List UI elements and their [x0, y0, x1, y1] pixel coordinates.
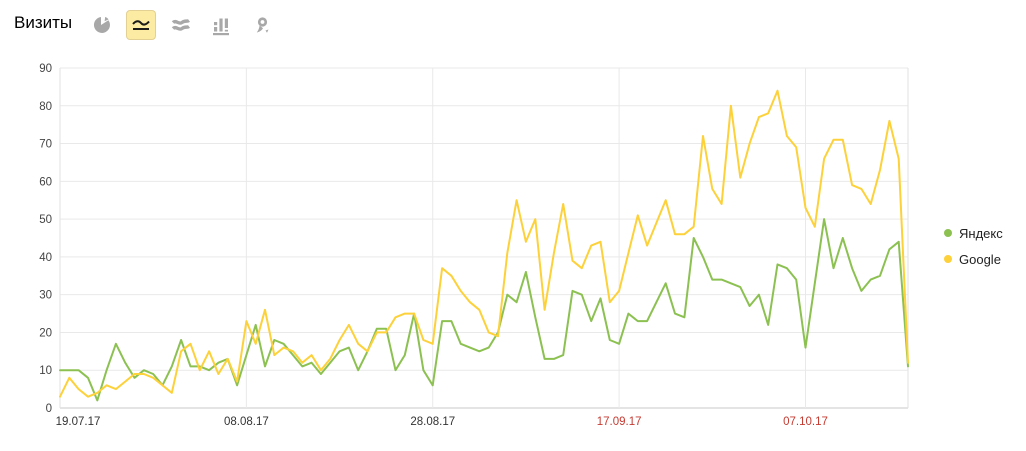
x-tick-label: 08.08.17 — [224, 416, 269, 428]
series-line-Google — [59, 89, 909, 398]
y-tick-label: 0 — [46, 403, 52, 415]
y-tick-label: 30 — [39, 290, 52, 302]
y-tick-label: 70 — [39, 139, 52, 151]
google-series-dot — [944, 255, 952, 263]
legend-label: Яндекс — [959, 225, 1003, 241]
y-tick-label: 20 — [39, 327, 52, 339]
line-chart-button[interactable] — [126, 10, 156, 40]
x-tick-label: 17.09.17 — [597, 416, 642, 428]
pie-chart-button[interactable] — [86, 10, 116, 40]
y-tick-label: 10 — [39, 365, 52, 377]
stacked-area-chart-button[interactable] — [166, 10, 196, 40]
x-tick-label: 28.08.17 — [410, 416, 455, 428]
stacked-area-chart-icon — [170, 14, 192, 36]
map-pin-icon — [250, 14, 272, 36]
y-tick-label: 50 — [39, 214, 52, 226]
yandex-series-dot — [944, 229, 952, 237]
chart-type-toolbar — [86, 10, 276, 40]
line-chart-icon — [130, 14, 152, 36]
y-tick-label: 90 — [39, 63, 52, 75]
column-chart-button[interactable] — [206, 10, 236, 40]
legend-item-google[interactable]: Google — [944, 246, 1003, 272]
y-tick-label: 60 — [39, 176, 52, 188]
chart-legend: Яндекс Google — [944, 220, 1003, 272]
series-line-Яндекс — [59, 218, 909, 402]
legend-label: Google — [959, 251, 1001, 267]
chart-header: Визиты — [0, 0, 1026, 50]
column-chart-icon — [210, 14, 232, 36]
page-title: Визиты — [14, 13, 73, 32]
x-tick-label: 07.10.17 — [783, 416, 828, 428]
map-button[interactable] — [246, 10, 276, 40]
pie-chart-icon — [90, 14, 112, 36]
y-tick-label: 40 — [39, 252, 52, 264]
x-tick-label: 19.07.17 — [56, 416, 101, 428]
y-tick-label: 80 — [39, 101, 52, 113]
legend-item-yandex[interactable]: Яндекс — [944, 220, 1003, 246]
